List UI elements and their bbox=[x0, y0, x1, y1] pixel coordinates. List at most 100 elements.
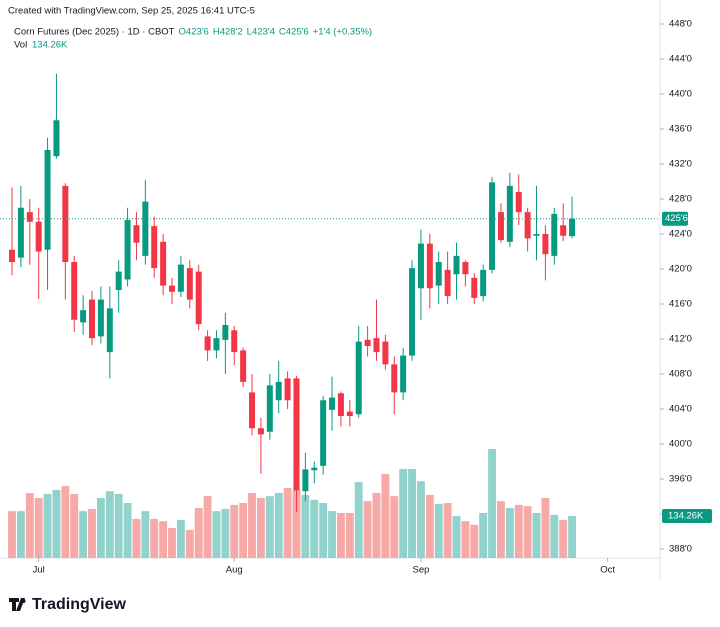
volume-bar bbox=[61, 486, 70, 558]
brand: TradingView bbox=[32, 596, 127, 613]
candle-body bbox=[249, 392, 256, 429]
volume-bar bbox=[310, 499, 319, 558]
candle-body bbox=[480, 269, 487, 297]
volume-bar bbox=[390, 496, 399, 558]
candle-body bbox=[569, 218, 576, 237]
volume-bar bbox=[328, 511, 336, 558]
candle-body bbox=[435, 262, 442, 286]
candle-body bbox=[275, 381, 282, 401]
candle-body bbox=[337, 393, 344, 416]
y-tick-label: 400'0 bbox=[669, 439, 692, 450]
volume-bar bbox=[505, 508, 514, 558]
candle-body bbox=[231, 330, 238, 353]
candle-body bbox=[186, 268, 193, 300]
ohlc-label: C425'6 bbox=[279, 27, 309, 38]
y-tick-label: 396'0 bbox=[669, 474, 692, 485]
candle-body bbox=[533, 234, 540, 236]
volume-bar bbox=[408, 468, 416, 558]
candle-body bbox=[195, 271, 202, 325]
candle-body bbox=[17, 207, 24, 258]
candle-body bbox=[524, 212, 531, 239]
candle-body bbox=[453, 255, 460, 275]
volume-bar bbox=[88, 508, 96, 558]
y-tick-label: 420'0 bbox=[669, 264, 692, 275]
volume-bar bbox=[416, 481, 425, 558]
candle-body bbox=[489, 182, 496, 270]
ohlc-label: +1'4 (+0.35%) bbox=[313, 27, 372, 38]
volume-bar bbox=[25, 493, 34, 558]
y-tick-label: 432'0 bbox=[669, 159, 692, 170]
volume-bar bbox=[114, 493, 123, 558]
candle-body bbox=[106, 308, 113, 353]
candle-body bbox=[44, 150, 51, 250]
candle-body bbox=[462, 262, 469, 275]
candle-body bbox=[177, 264, 184, 292]
candle-body bbox=[142, 201, 149, 256]
volume-bar bbox=[443, 503, 452, 558]
volume-bar bbox=[523, 506, 532, 558]
candle-body bbox=[364, 339, 371, 346]
candle-body bbox=[284, 378, 291, 401]
candle-body bbox=[89, 299, 96, 339]
volume-bar bbox=[336, 513, 345, 558]
candle-body bbox=[115, 271, 122, 290]
volume-bar bbox=[265, 496, 274, 558]
candle-body bbox=[160, 241, 167, 286]
volume-bar bbox=[363, 501, 372, 558]
volume-bar bbox=[434, 503, 443, 558]
candle-body bbox=[515, 192, 522, 213]
volume-bar bbox=[34, 498, 43, 558]
volume-bar bbox=[256, 498, 265, 558]
y-tick-label: 436'0 bbox=[669, 124, 692, 135]
y-tick-label: 408'0 bbox=[669, 369, 692, 380]
x-tick-label: Sep bbox=[412, 565, 429, 576]
candle-body bbox=[391, 364, 398, 393]
volume-bar bbox=[194, 508, 203, 558]
volume-bar bbox=[541, 498, 550, 558]
candle-body bbox=[257, 428, 264, 435]
volume-bar bbox=[283, 488, 292, 558]
last-price-box bbox=[662, 211, 688, 226]
volume-bar bbox=[150, 518, 159, 558]
candle-body bbox=[373, 338, 380, 353]
volume-bar bbox=[105, 491, 114, 558]
volume-title: Vol bbox=[14, 40, 27, 51]
y-tick-label: 424'0 bbox=[669, 229, 692, 240]
volume-bar bbox=[52, 489, 61, 558]
candle-body bbox=[35, 221, 42, 252]
candle-body bbox=[62, 185, 69, 262]
watermark: Created with TradingView.com, Sep 25, 20… bbox=[8, 6, 255, 17]
volume-bar bbox=[479, 513, 488, 558]
y-tick-label: 416'0 bbox=[669, 299, 692, 310]
volume-bar bbox=[70, 493, 79, 558]
ohlc-label: O423'6 bbox=[179, 27, 209, 38]
volume-bar bbox=[319, 503, 328, 558]
candle-body bbox=[346, 411, 353, 416]
volume-bar bbox=[399, 468, 408, 558]
x-tick-label: Jul bbox=[33, 565, 45, 576]
y-tick-label: 428'0 bbox=[669, 194, 692, 205]
candle-body bbox=[26, 212, 33, 222]
y-tick-label: 388'0 bbox=[669, 544, 692, 555]
volume-bar bbox=[488, 448, 497, 558]
volume-bar bbox=[203, 496, 212, 558]
x-tick-label: Oct bbox=[600, 565, 615, 576]
candle-body bbox=[320, 400, 327, 466]
volume-bar bbox=[274, 493, 283, 558]
candle-body bbox=[560, 225, 567, 236]
volume-axis-label: 134.26K bbox=[668, 511, 704, 522]
volume-bar bbox=[132, 518, 141, 558]
candle-body bbox=[444, 269, 451, 297]
volume-bar bbox=[248, 493, 256, 558]
candle-body bbox=[9, 249, 15, 262]
volume-bar bbox=[123, 503, 132, 558]
candle-body bbox=[471, 277, 478, 298]
candle-body bbox=[71, 262, 78, 320]
volume-bar bbox=[301, 494, 310, 558]
ohlc-label: L423'4 bbox=[247, 27, 275, 38]
volume-bar bbox=[425, 494, 434, 558]
volume-bar bbox=[79, 511, 88, 558]
candle-body bbox=[302, 469, 309, 492]
volume-bar bbox=[461, 521, 470, 558]
